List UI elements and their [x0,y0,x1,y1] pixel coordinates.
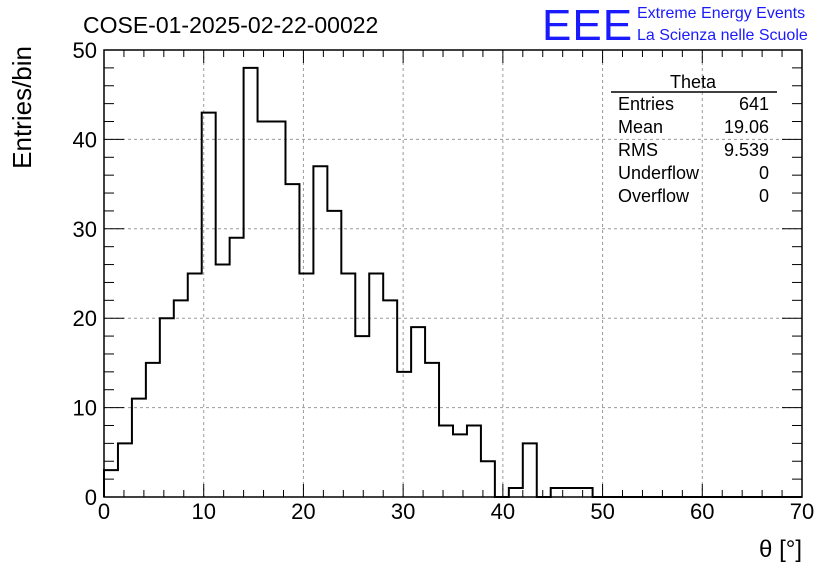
histogram-bin [383,300,397,497]
x-tick-label: 40 [491,499,515,524]
x-axis-label: θ [°] [759,536,802,563]
stats-title: Theta [670,72,717,92]
histogram-bin [188,274,202,498]
eee-logo-line1: Extreme Energy Events [637,5,805,22]
y-axis-label: Entries/bin [7,46,37,169]
x-tick-label: 10 [191,499,215,524]
x-tick-label: 50 [590,499,614,524]
histogram-bin [425,363,439,497]
histogram-bin [272,122,286,497]
stats-row-label: Entries [618,94,674,114]
histogram-bin [439,425,453,497]
histogram-bin [467,425,481,497]
x-tick-label: 0 [98,499,110,524]
stats-row-label: Underflow [618,163,700,183]
histogram-bin [565,488,579,497]
eee-logo-line2: La Scienza nelle Scuole [637,27,808,44]
stats-row-label: RMS [618,140,658,160]
stats-row-value: 641 [739,94,769,114]
stats-row-value: 0 [759,163,769,183]
y-tick-label: 50 [73,38,97,63]
stats-row-value: 19.06 [724,117,769,137]
stats-row-value: 0 [759,186,769,206]
histogram-bin [202,113,216,497]
histogram-bin [369,274,383,498]
histogram-bin [146,363,160,497]
plot-frame [103,49,803,498]
y-tick-label: 20 [73,306,97,331]
histogram-bin [258,122,272,497]
histogram-bin [313,166,327,497]
stats-row-label: Mean [618,117,663,137]
x-tick-label: 60 [690,499,714,524]
y-tick-label: 40 [73,127,97,152]
histogram-bin [174,300,188,497]
x-tick-labels: 0 10 20 30 40 50 60 70 [98,499,814,524]
y-tick-label: 30 [73,217,97,242]
eee-logo-mark: EEE [542,1,633,50]
histogram-bin [299,274,313,498]
histogram-bin [523,443,537,497]
histogram-bin [104,470,118,497]
y-tick-label: 10 [73,396,97,421]
histogram-bin [509,488,523,497]
histogram-bin [244,68,258,497]
histogram-bin [118,443,132,497]
stats-rows: Entries 641 Mean 19.06 RMS 9.539 Underflow 0 Ove… [618,94,769,206]
histogram-bin [453,434,467,497]
histogram-bin [411,327,425,497]
x-tick-label: 30 [391,499,415,524]
histogram-bin [397,372,411,497]
stats-box: Theta Entries 641 Mean 19.06 RMS 9.539 Underfl… [611,72,777,206]
histogram-bin [285,184,299,497]
x-tick-label: 70 [790,499,814,524]
histogram-bin [216,265,230,497]
histogram-bin [579,488,593,497]
histogram-bin [355,336,369,497]
stats-row-label: Overflow [618,186,690,206]
histogram-bin [341,274,355,498]
stats-row-value: 9.539 [724,140,769,160]
histogram-bin [160,318,174,497]
x-tick-label: 20 [291,499,315,524]
chart-title: COSE-01-2025-02-22-00022 [83,12,378,38]
y-tick-labels: 0 10 20 30 40 50 [73,38,97,510]
eee-logo: EEE Extreme Energy Events La Scienza nel… [542,1,808,50]
histogram-bin [230,238,244,497]
histogram-bin [132,399,146,497]
histogram-bin [327,211,341,497]
y-tick-label: 0 [85,485,97,510]
